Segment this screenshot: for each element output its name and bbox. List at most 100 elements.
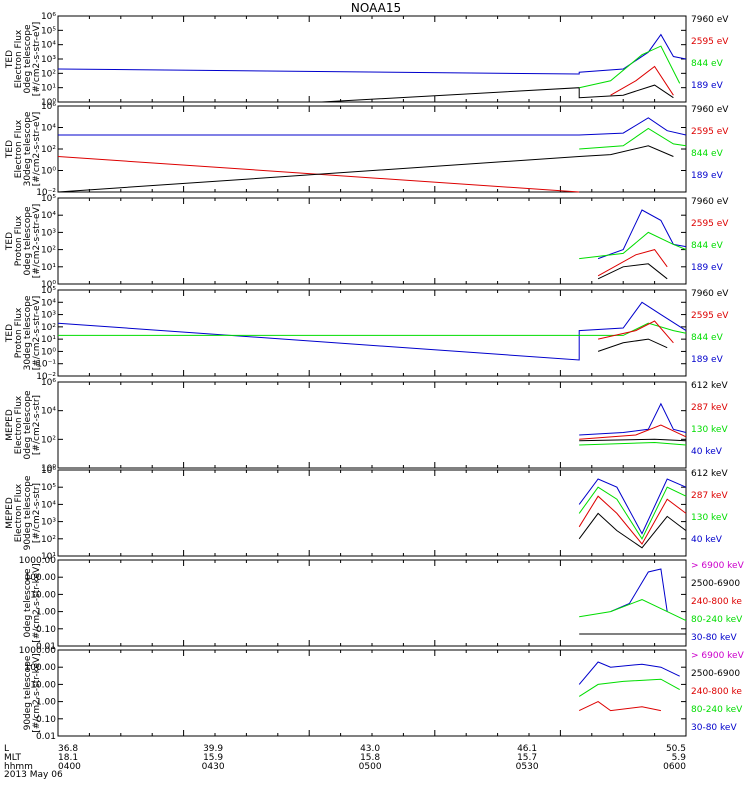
y-tick-label: 1.00 bbox=[36, 608, 56, 618]
legend-entry: 844 eV bbox=[691, 333, 724, 343]
footer-value: 0600 bbox=[663, 762, 686, 772]
y-axis-label: [#/cm2-s-str-keV] bbox=[32, 563, 42, 642]
series-line-red bbox=[578, 701, 661, 712]
y-tick-label: 10³ bbox=[41, 518, 56, 528]
legend-entry: 7960 eV bbox=[691, 289, 729, 299]
legend-entry: 130 keV bbox=[691, 425, 728, 435]
y-axis-label: 90deg telescope bbox=[23, 655, 33, 730]
footer-value: 0400 bbox=[58, 762, 81, 772]
legend-entry: 287 keV bbox=[691, 403, 728, 413]
legend-entry: 189 eV bbox=[691, 355, 724, 365]
y-axis-label: 0deg telescope bbox=[23, 24, 33, 94]
y-tick-label: 10⁴ bbox=[41, 211, 56, 221]
series-line-black bbox=[57, 145, 674, 193]
y-tick-label: 10⁶ bbox=[41, 102, 56, 112]
y-tick-label: 10⁵ bbox=[41, 26, 56, 36]
panel-2: 10⁻² 10⁰ 10² 10⁴ 10⁶ TED Electron Flux 30deg te… bbox=[5, 102, 729, 198]
y-tick-label: 10.00 bbox=[30, 680, 56, 690]
footer-value: 0500 bbox=[359, 762, 382, 772]
legend-entry: 287 keV bbox=[691, 491, 728, 501]
footer-value: 43.0 bbox=[360, 744, 380, 754]
y-axis-label: Electron Flux bbox=[14, 119, 24, 178]
series-line-red bbox=[597, 320, 674, 344]
y-tick-label: 10² bbox=[41, 246, 56, 256]
y-tick-label: 10⁵ bbox=[41, 194, 56, 204]
series-line-green bbox=[579, 127, 687, 150]
y-axis-label: 30deg telescope bbox=[23, 111, 33, 186]
y-tick-label: 0.10 bbox=[36, 625, 56, 635]
legend-entry: 240-800 ke bbox=[691, 687, 742, 697]
legend-entry: 40 keV bbox=[691, 535, 723, 545]
footer-date: 2013 May 06 bbox=[4, 770, 63, 780]
y-tick-label: 0.01 bbox=[36, 642, 56, 652]
y-tick-label: 0.01 bbox=[36, 732, 56, 742]
legend-entry: 189 eV bbox=[691, 81, 724, 91]
series-line-green bbox=[579, 599, 687, 622]
y-tick-label: 10¹ bbox=[41, 552, 56, 562]
series-line-green bbox=[58, 322, 687, 336]
legend-entry: 844 eV bbox=[691, 149, 724, 159]
y-axis-label: Proton Flux bbox=[14, 215, 24, 266]
y-tick-label: 10³ bbox=[41, 311, 56, 321]
series-line-red bbox=[578, 495, 687, 545]
series-line-black bbox=[321, 84, 674, 103]
series-line-blue bbox=[579, 402, 687, 436]
legend-entry: 844 eV bbox=[691, 241, 724, 251]
y-axis-label: [#/cm2-s-str] bbox=[32, 395, 42, 455]
y-axis-label: 90deg telescope bbox=[23, 475, 33, 550]
y-tick-label: 10⁴ bbox=[41, 124, 56, 134]
y-tick-label: 10² bbox=[41, 69, 56, 79]
y-tick-label: 10² bbox=[41, 323, 56, 333]
series-line-blue bbox=[578, 661, 680, 685]
legend-entry: 189 eV bbox=[691, 171, 724, 181]
y-tick-label: 10¹ bbox=[41, 335, 56, 345]
series-line-red bbox=[579, 424, 687, 440]
y-axis-label: [#/cm2-s-str-eV] bbox=[32, 204, 42, 279]
legend-entry: 30-80 keV bbox=[691, 633, 737, 643]
y-tick-label: 10² bbox=[41, 145, 56, 155]
y-axis-label: [#/cm2-s-str-eV] bbox=[32, 22, 42, 97]
legend-entry: > 6900 keV bbox=[691, 651, 745, 661]
panel-5: 10⁰ 10² 10⁴ 10⁶ MEPED Electron Flux 0deg teles… bbox=[5, 378, 728, 474]
legend-entry: 2500-6900 bbox=[691, 669, 740, 679]
series-line-green bbox=[578, 678, 680, 697]
y-axis-label: MEPED bbox=[5, 497, 15, 529]
y-axis-label: 0deg telescope bbox=[23, 390, 33, 460]
y-tick-label: 10⁶ bbox=[41, 466, 56, 476]
footer-value: 39.9 bbox=[203, 744, 223, 754]
legend-entry: 612 keV bbox=[691, 381, 728, 391]
panel-1: 10⁰ 10¹ 10² 10³ 10⁴ 10⁵ 10⁶ TED Electron Flux 0de… bbox=[5, 12, 729, 108]
y-axis-label: TED bbox=[5, 50, 15, 69]
y-tick-label: 10⁰ bbox=[41, 280, 56, 290]
time-axis-footer: 2013 May 06 L 36.8 39.9 43.0 46.1 50.5 MLT 18.1… bbox=[4, 744, 686, 780]
y-tick-label: 10⁻¹ bbox=[36, 360, 56, 370]
legend-entry: 7960 eV bbox=[691, 197, 729, 207]
y-tick-label: 100.00 bbox=[25, 573, 57, 583]
series-line-blue bbox=[57, 33, 687, 75]
legend-entry: 2595 eV bbox=[691, 311, 729, 321]
legend-entry: 130 keV bbox=[691, 513, 728, 523]
footer-value: 0530 bbox=[516, 762, 539, 772]
y-tick-label: 10³ bbox=[41, 228, 56, 238]
y-axis-label: TED bbox=[5, 140, 15, 159]
panel-4: 10⁻² 10⁻¹ 10⁰ 10¹ 10² 10³ 10⁴ 10⁵ TED Proton Flux… bbox=[5, 286, 729, 382]
y-tick-label: 10⁵ bbox=[41, 483, 56, 493]
y-tick-label: 10² bbox=[41, 535, 56, 545]
series-line-black bbox=[578, 512, 687, 549]
legend-entry: 40 keV bbox=[691, 447, 723, 457]
series-line-blue bbox=[58, 117, 687, 136]
panel-3: 10⁰ 10¹ 10² 10³ 10⁴ 10⁵ TED Proton Flux 0deg tel… bbox=[5, 194, 729, 290]
series-line-blue bbox=[610, 568, 668, 613]
panel-frame bbox=[57, 559, 687, 647]
y-tick-label: 10⁰ bbox=[41, 98, 56, 108]
footer-value: 18.1 bbox=[58, 753, 78, 763]
y-axis-label: [#/cm2-s-str-eV] bbox=[32, 112, 42, 187]
legend-entry: 2595 eV bbox=[691, 37, 729, 47]
footer-value: 0430 bbox=[202, 762, 225, 772]
y-tick-label: 10⁴ bbox=[41, 407, 56, 417]
series-line-blue bbox=[597, 209, 687, 260]
y-axis-label: Electron Flux bbox=[14, 395, 24, 454]
panel-frame bbox=[57, 381, 687, 469]
